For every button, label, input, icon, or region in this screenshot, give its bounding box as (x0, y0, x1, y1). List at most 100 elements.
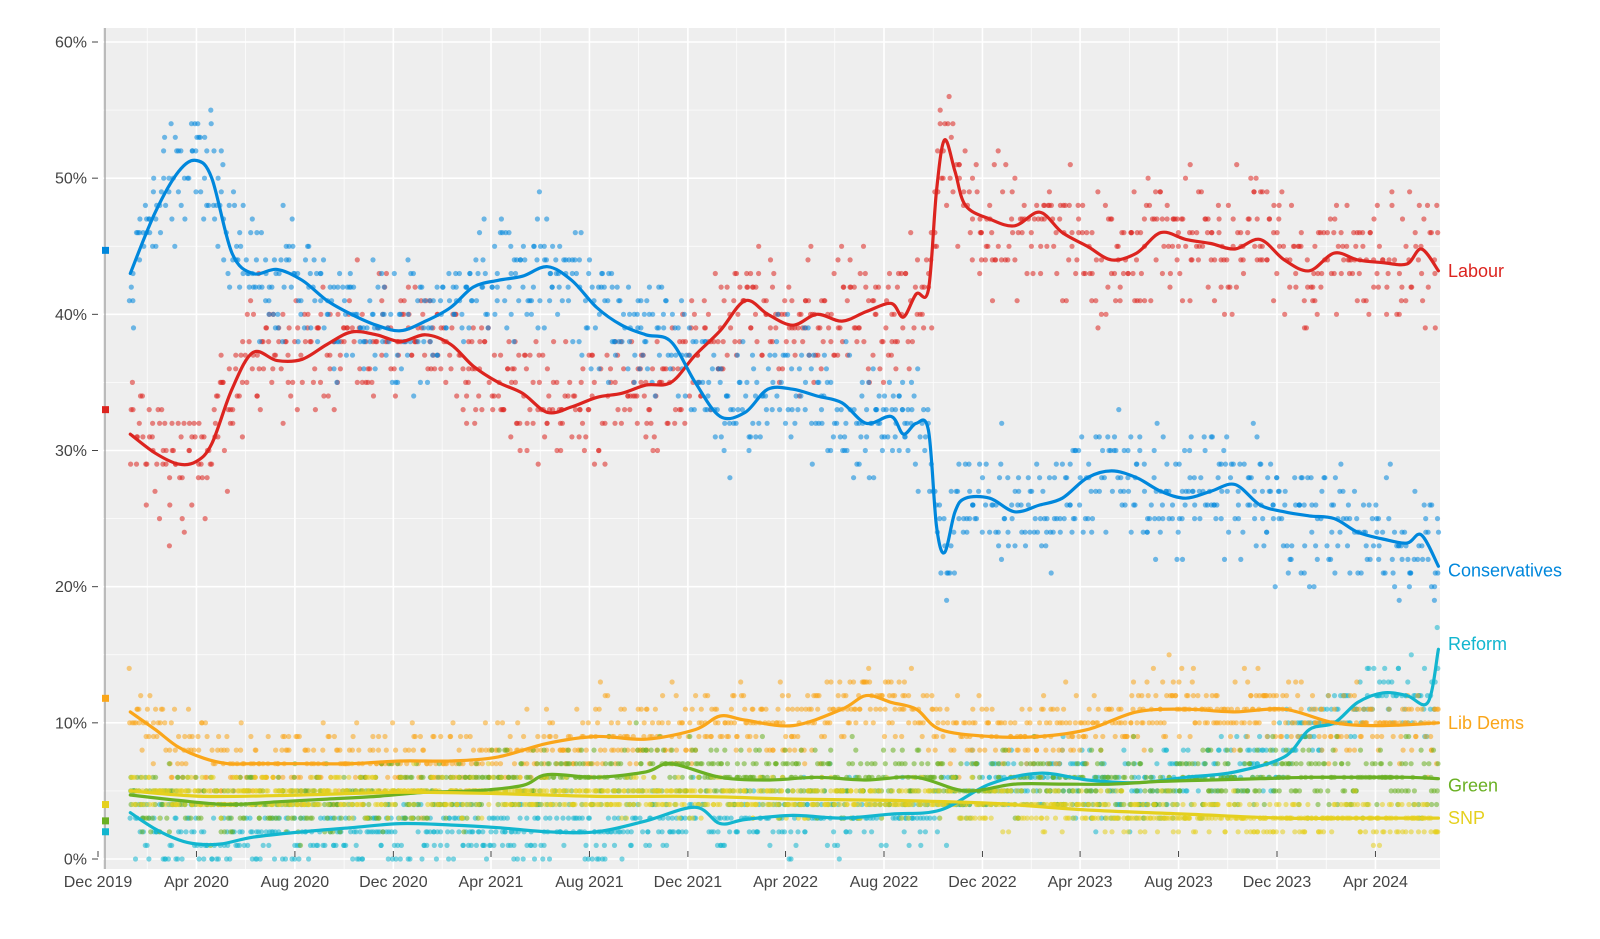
poll-point (1231, 462, 1236, 467)
poll-point (261, 366, 266, 371)
poll-point (515, 856, 520, 861)
poll-point (238, 748, 243, 753)
poll-point (298, 843, 303, 848)
poll-point (1227, 285, 1232, 290)
poll-point (1264, 530, 1269, 535)
poll-point (333, 843, 338, 848)
poll-point (1245, 679, 1250, 684)
poll-point (272, 257, 277, 262)
poll-point (553, 761, 558, 766)
poll-point (883, 761, 888, 766)
poll-point (204, 148, 209, 153)
poll-point (863, 271, 868, 276)
poll-point (354, 843, 359, 848)
poll-point (511, 339, 516, 344)
poll-point (1341, 693, 1346, 698)
poll-point (1384, 312, 1389, 317)
poll-point (1381, 679, 1386, 684)
poll-point (1009, 216, 1014, 221)
poll-point (705, 693, 710, 698)
poll-point (446, 271, 451, 276)
poll-point (395, 380, 400, 385)
poll-point (143, 843, 148, 848)
poll-point (1131, 761, 1136, 766)
poll-point (1082, 761, 1087, 766)
poll-point (859, 393, 864, 398)
poll-point (431, 298, 436, 303)
poll-point (233, 353, 238, 358)
poll-point (871, 366, 876, 371)
poll-point (1051, 244, 1056, 249)
poll-point (843, 421, 848, 426)
poll-point (871, 720, 876, 725)
poll-point (542, 434, 547, 439)
poll-point (316, 325, 321, 330)
poll-point (1002, 720, 1007, 725)
poll-point (1265, 475, 1270, 480)
poll-point (688, 775, 693, 780)
poll-point (1397, 598, 1402, 603)
poll-point (980, 475, 985, 480)
poll-point (263, 325, 268, 330)
poll-point (581, 761, 586, 766)
poll-point (1067, 720, 1072, 725)
poll-point (1126, 271, 1131, 276)
poll-point (154, 462, 159, 467)
poll-point (559, 761, 564, 766)
poll-point (169, 843, 174, 848)
poll-point (622, 748, 627, 753)
poll-point (248, 230, 253, 235)
poll-point (280, 312, 285, 317)
poll-point (655, 448, 660, 453)
poll-point (1307, 584, 1312, 589)
poll-point (192, 829, 197, 834)
poll-point (471, 748, 476, 753)
poll-point (889, 679, 894, 684)
poll-point (1139, 693, 1144, 698)
poll-point (1433, 325, 1438, 330)
poll-point (1060, 462, 1065, 467)
poll-point (1003, 748, 1008, 753)
poll-point (548, 271, 553, 276)
poll-point (1176, 530, 1181, 535)
poll-point (1276, 216, 1281, 221)
poll-point (321, 257, 326, 262)
poll-point (143, 462, 148, 467)
poll-point (1010, 189, 1015, 194)
poll-point (133, 856, 138, 861)
poll-point (219, 353, 224, 358)
poll-point (679, 407, 684, 412)
poll-point (257, 339, 262, 344)
poll-point (250, 366, 255, 371)
poll-point (932, 816, 937, 821)
poll-point (540, 353, 545, 358)
poll-point (1027, 720, 1032, 725)
poll-point (193, 189, 198, 194)
poll-point (1005, 475, 1010, 480)
poll-point (1171, 679, 1176, 684)
poll-point (730, 693, 735, 698)
poll-point (1160, 679, 1165, 684)
poll-point (137, 421, 142, 426)
poll-point (872, 761, 877, 766)
poll-point (179, 203, 184, 208)
poll-point (711, 761, 716, 766)
poll-point (591, 748, 596, 753)
poll-point (371, 393, 376, 398)
poll-point (500, 720, 505, 725)
poll-point (649, 748, 654, 753)
poll-point (516, 298, 521, 303)
poll-point (240, 829, 245, 834)
poll-point (305, 748, 310, 753)
poll-point (821, 339, 826, 344)
poll-point (788, 856, 793, 861)
poll-point (240, 434, 245, 439)
poll-point (492, 312, 497, 317)
poll-point (1160, 216, 1165, 221)
poll-point (1332, 707, 1337, 712)
poll-point (392, 829, 397, 834)
poll-point (923, 829, 928, 834)
poll-point (885, 434, 890, 439)
poll-point (1019, 761, 1024, 766)
poll-point (605, 298, 610, 303)
